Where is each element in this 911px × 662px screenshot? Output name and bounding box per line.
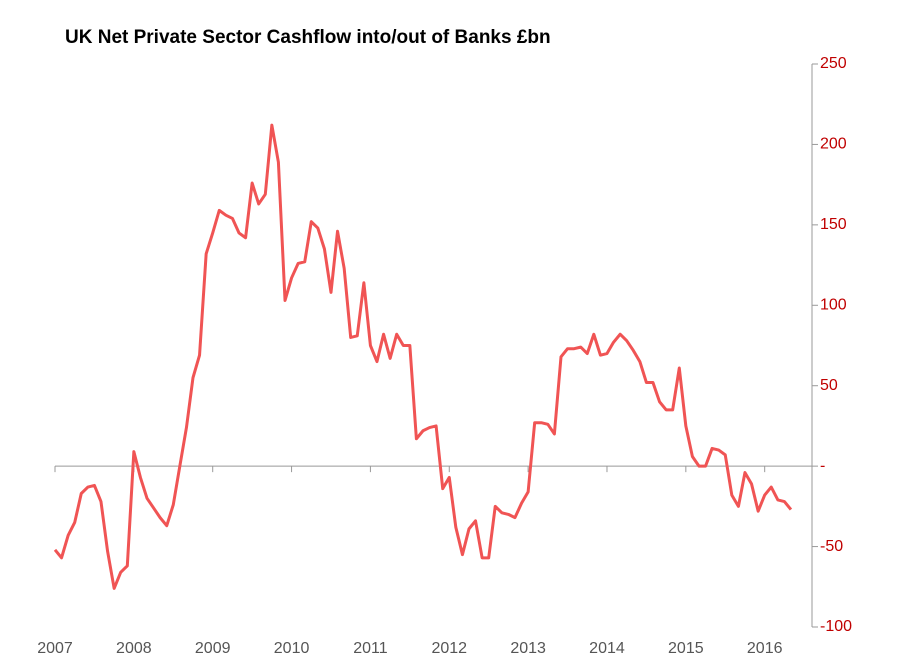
y-tick-label: -100 (820, 618, 852, 635)
y-tick-label: 100 (820, 297, 847, 314)
y-tick-label: - (820, 457, 825, 474)
x-tick-label: 2013 (510, 640, 546, 657)
x-tick-label: 2007 (37, 640, 73, 657)
y-tick-label: -50 (820, 538, 843, 555)
x-tick-label: 2011 (353, 640, 388, 657)
x-tick-label: 2008 (116, 640, 152, 657)
x-tick-label: 2012 (431, 640, 467, 657)
y-tick-label: 50 (820, 377, 838, 394)
x-tick-label: 2015 (668, 640, 704, 657)
chart-title: UK Net Private Sector Cashflow into/out … (65, 27, 551, 48)
x-tick-label: 2014 (589, 640, 625, 657)
y-tick-label: 150 (820, 216, 847, 233)
x-tick-label: 2010 (274, 640, 310, 657)
x-tick-label: 2009 (195, 640, 231, 657)
y-tick-label: 200 (820, 136, 847, 153)
data-line (53, 123, 793, 590)
y-tick-label: 250 (820, 55, 847, 72)
x-tick-label: 2016 (747, 640, 783, 657)
